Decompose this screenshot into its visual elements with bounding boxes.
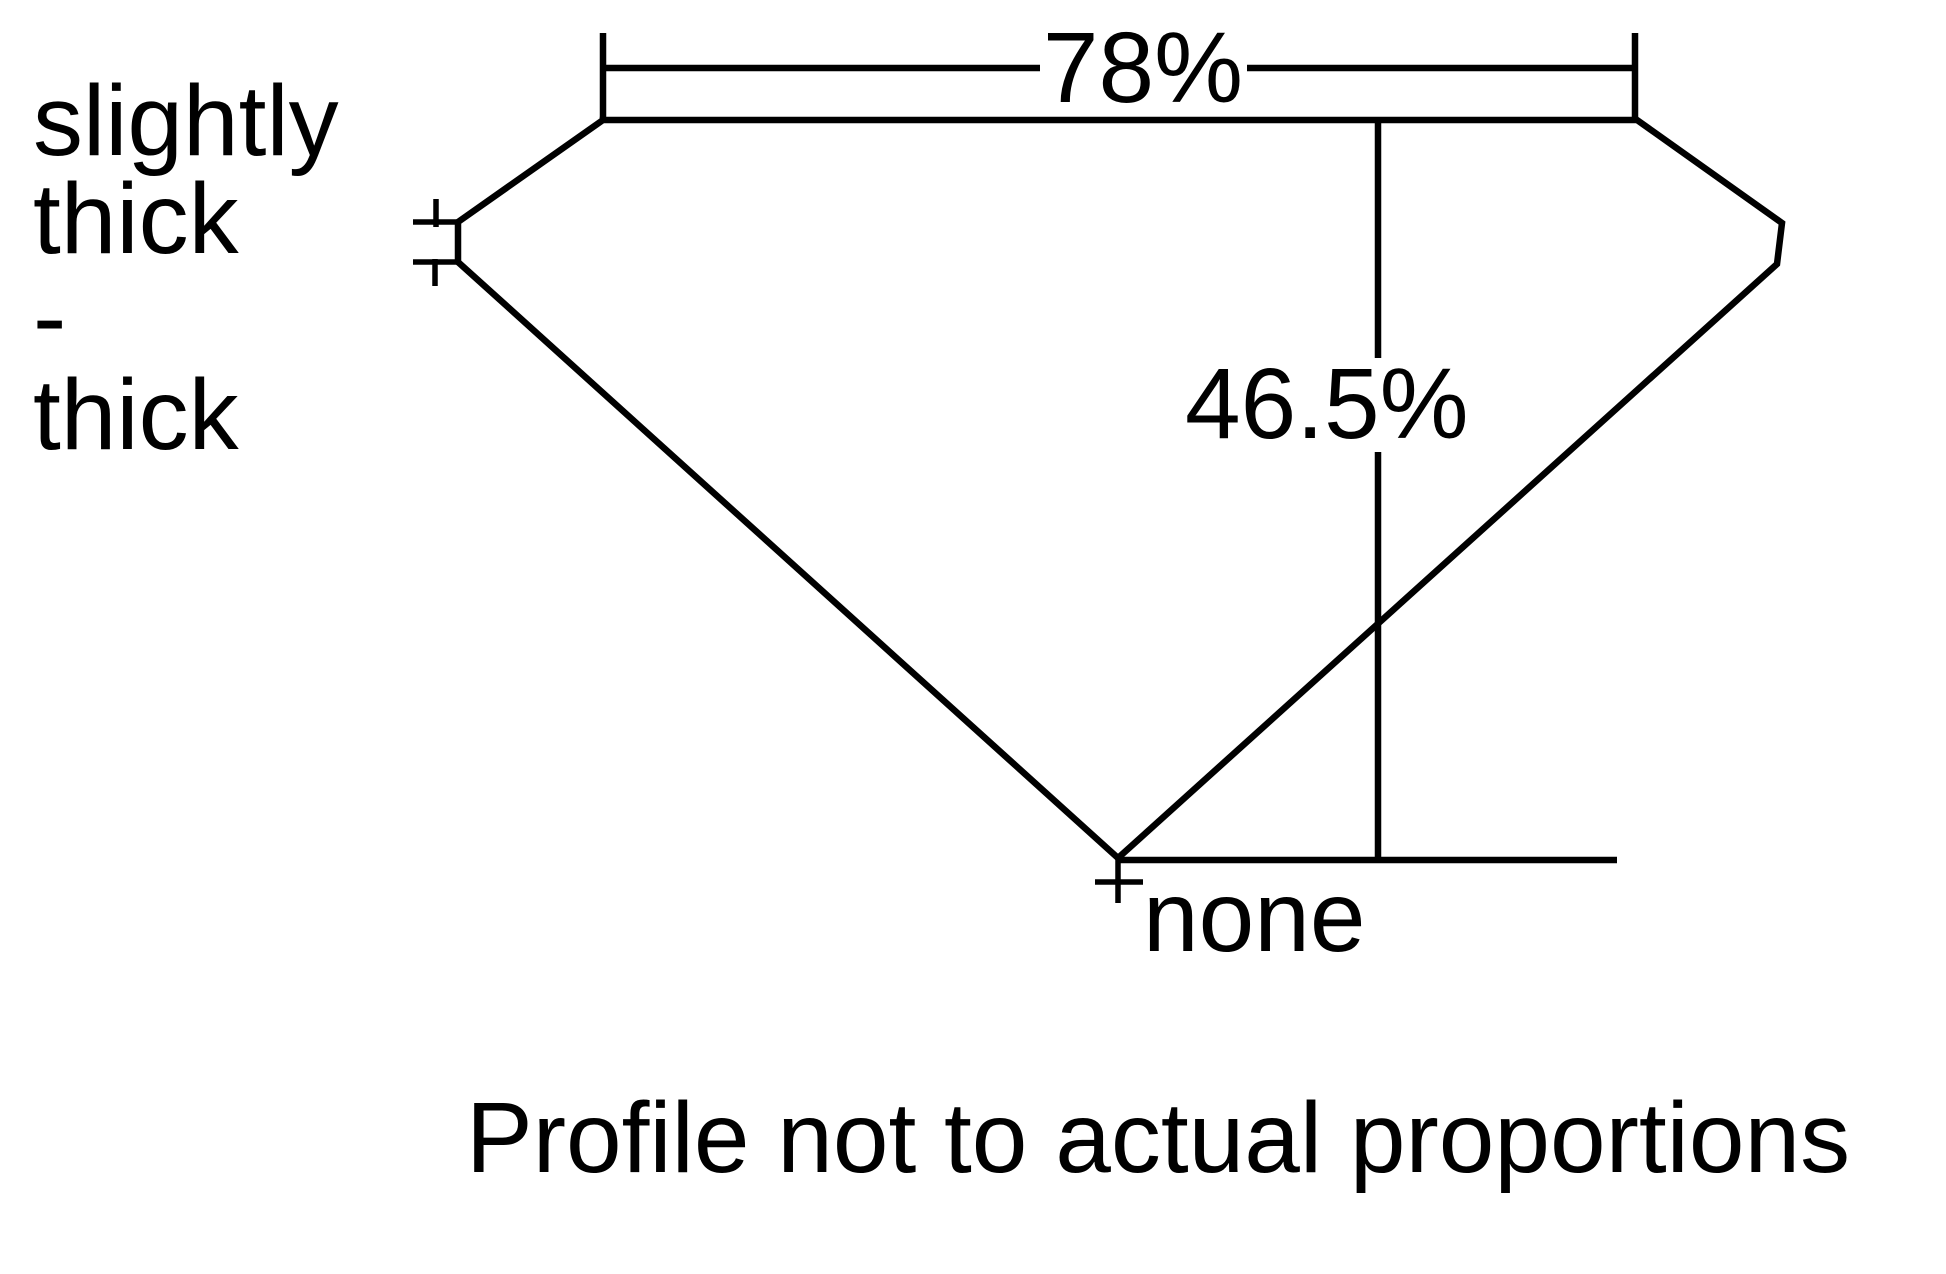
girdle-thickness-label-line2: thick (33, 163, 240, 275)
caption: Profile not to actual proportions (466, 1082, 1850, 1194)
diamond-outline (454, 115, 1786, 863)
diamond-outline-path (454, 115, 1786, 863)
table-width-dimension (599, 33, 1639, 123)
girdle-thickness-ticks (413, 199, 458, 286)
table-percentage-label: 78% (1043, 12, 1243, 124)
girdle-thickness-label-line3: - (33, 261, 66, 373)
depth-dimension (1118, 120, 1617, 864)
girdle-thickness-label: slightly thick - thick (33, 65, 339, 471)
girdle-thickness-label-line1: slightly (33, 65, 339, 177)
depth-percentage-label: 46.5% (1185, 348, 1469, 460)
girdle-thickness-label-line4: thick (33, 359, 240, 471)
culet-cross (1095, 858, 1143, 903)
culet-label: none (1143, 861, 1365, 973)
diagram-labels: 78% 46.5% slightly thick - thick none Pr… (33, 12, 1850, 1194)
